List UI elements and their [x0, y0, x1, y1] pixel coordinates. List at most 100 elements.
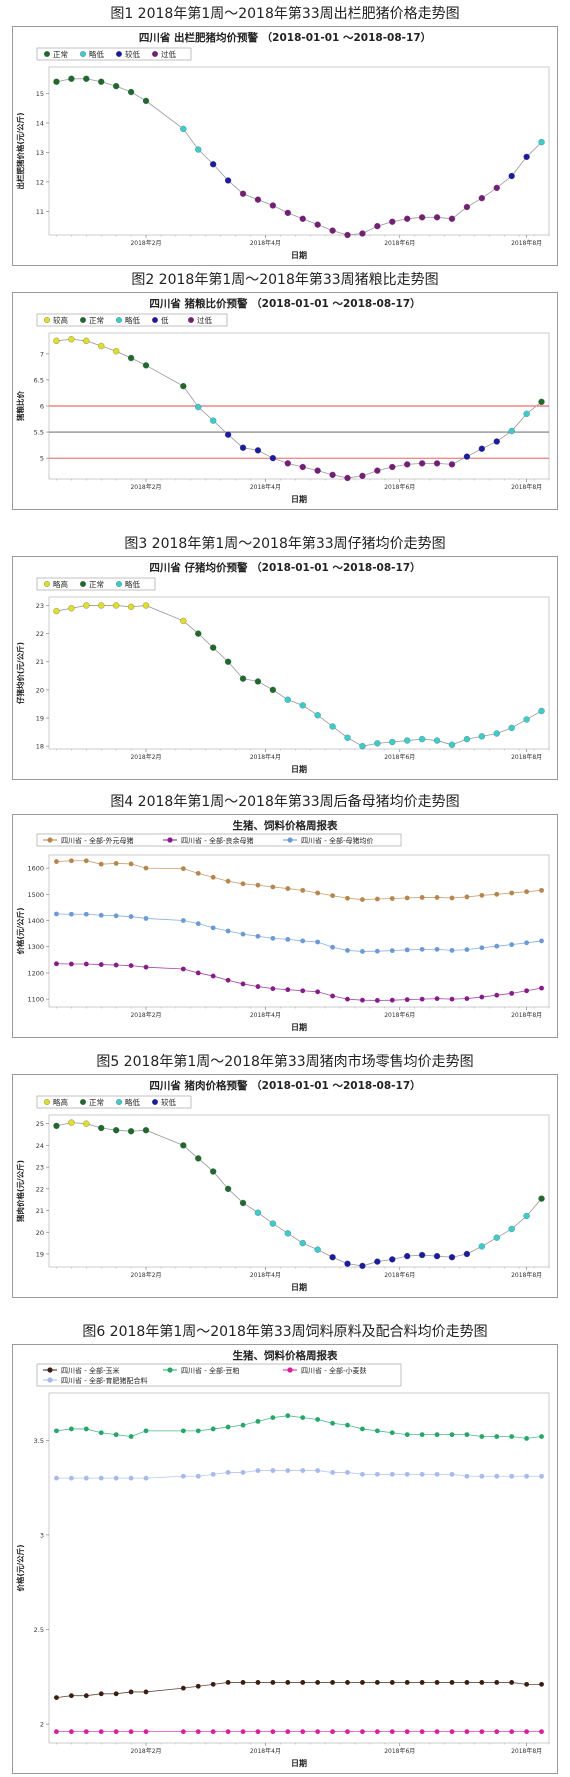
data-point: [374, 998, 380, 1003]
data-point: [523, 153, 530, 161]
legend-swatch: [152, 1099, 158, 1105]
data-point: [68, 961, 74, 967]
y-axis-label: 出栏肥猪价格(元/公斤): [15, 112, 25, 189]
data-point: [83, 961, 89, 967]
x-tick-label: 2018年2月: [130, 1011, 161, 1019]
data-point: [494, 1729, 500, 1735]
data-point: [330, 893, 335, 899]
data-point: [254, 1209, 262, 1216]
data-point: [113, 1127, 120, 1134]
data-point: [83, 858, 89, 864]
x-tick-label: 2018年8月: [511, 1011, 542, 1019]
legend-label: 较高: [53, 315, 68, 325]
data-point: [299, 702, 306, 709]
x-tick-label: 2018年6月: [384, 1011, 415, 1019]
data-point: [300, 1729, 306, 1735]
data-point: [404, 461, 411, 468]
data-point: [539, 1729, 544, 1735]
legend-label: 低: [161, 315, 169, 325]
data-point: [524, 988, 530, 994]
data-point: [98, 861, 104, 867]
data-point: [98, 342, 105, 350]
data-point: [113, 602, 120, 609]
data-point: [54, 1428, 59, 1434]
data-point: [255, 984, 261, 989]
y-tick-label: 11: [36, 208, 44, 216]
series-group: [54, 1413, 544, 1441]
data-point: [478, 195, 485, 202]
data-point: [127, 1128, 135, 1135]
legend-swatch: [47, 837, 53, 843]
chart-legend: 略高 正常 略低 较低: [36, 1095, 192, 1109]
legend-swatch: [116, 1099, 122, 1105]
data-point: [113, 860, 119, 866]
data-point: [83, 1426, 89, 1432]
data-point: [225, 1470, 231, 1475]
data-point: [419, 996, 425, 1002]
figure-3: 图3 2018年第1周～2018年第33周仔猪均价走势图 四川省 仔猪均价预警 …: [0, 532, 570, 782]
data-point: [345, 996, 350, 1002]
data-point: [360, 1426, 365, 1432]
data-point: [224, 1185, 232, 1192]
data-point: [225, 977, 231, 983]
data-point: [314, 221, 321, 228]
y-tick-label: 2: [40, 1721, 44, 1729]
x-tick-label: 2018年6月: [384, 239, 415, 247]
data-point: [404, 895, 410, 901]
data-point: [255, 933, 261, 939]
data-point: [210, 1426, 216, 1432]
legend-swatch: [80, 51, 86, 57]
chart-title: 生猪、饲料价格周报表: [233, 819, 338, 832]
data-point: [210, 874, 216, 880]
data-point: [464, 1680, 470, 1685]
data-point: [419, 1680, 425, 1685]
data-point: [404, 997, 410, 1003]
data-point: [113, 1432, 119, 1438]
data-point: [404, 947, 410, 953]
y-tick-label: 14: [36, 120, 44, 128]
data-point: [449, 996, 455, 1002]
data-point: [269, 202, 277, 209]
data-point: [360, 949, 365, 954]
chart-legend: 正常 略低 较低 过低: [36, 47, 192, 61]
legend-label: 略高: [53, 1097, 68, 1107]
data-point: [54, 961, 59, 967]
data-point: [142, 362, 150, 369]
data-point: [345, 1470, 350, 1475]
data-point: [508, 724, 515, 732]
data-point: [180, 866, 186, 872]
y-tick-label: 1400: [27, 917, 44, 925]
data-point: [479, 1680, 485, 1685]
data-point: [360, 1680, 365, 1685]
x-tick-label: 2018年4月: [250, 483, 281, 491]
data-point: [524, 1681, 530, 1687]
data-point: [68, 75, 75, 82]
series-line: [56, 963, 542, 1001]
data-point: [180, 1729, 186, 1735]
data-point: [539, 985, 544, 991]
data-point: [225, 1680, 231, 1685]
data-point: [225, 1424, 231, 1430]
chart-panel: 四川省 猪肉价格预警 （2018-01-01 ～2018-08-17） 略高 正常略…: [12, 1074, 558, 1298]
legend-box: [36, 577, 156, 591]
data-point: [83, 1120, 90, 1127]
data-point: [539, 1473, 544, 1479]
x-tick-label: 2018年2月: [130, 753, 161, 761]
data-point: [210, 973, 216, 979]
data-point: [68, 1729, 74, 1735]
data-point: [463, 735, 471, 743]
data-point: [404, 1729, 410, 1735]
data-point: [360, 1729, 365, 1735]
data-point: [240, 881, 246, 887]
y-tick-label: 5: [40, 455, 44, 463]
data-point: [270, 986, 276, 992]
data-point: [285, 987, 291, 993]
data-point: [479, 994, 485, 1000]
figure-2: 图2 2018年第1周～2018年第33周猪粮比走势图 四川省 猪粮比价预警 （…: [0, 268, 570, 512]
data-point: [83, 602, 90, 609]
data-point: [315, 890, 321, 896]
chart-panel: 四川省 仔猪均价预警 （2018-01-01 ～2018-08-17） 略高 正常略…: [12, 556, 558, 780]
data-point: [524, 940, 530, 946]
data-point: [83, 1693, 89, 1699]
